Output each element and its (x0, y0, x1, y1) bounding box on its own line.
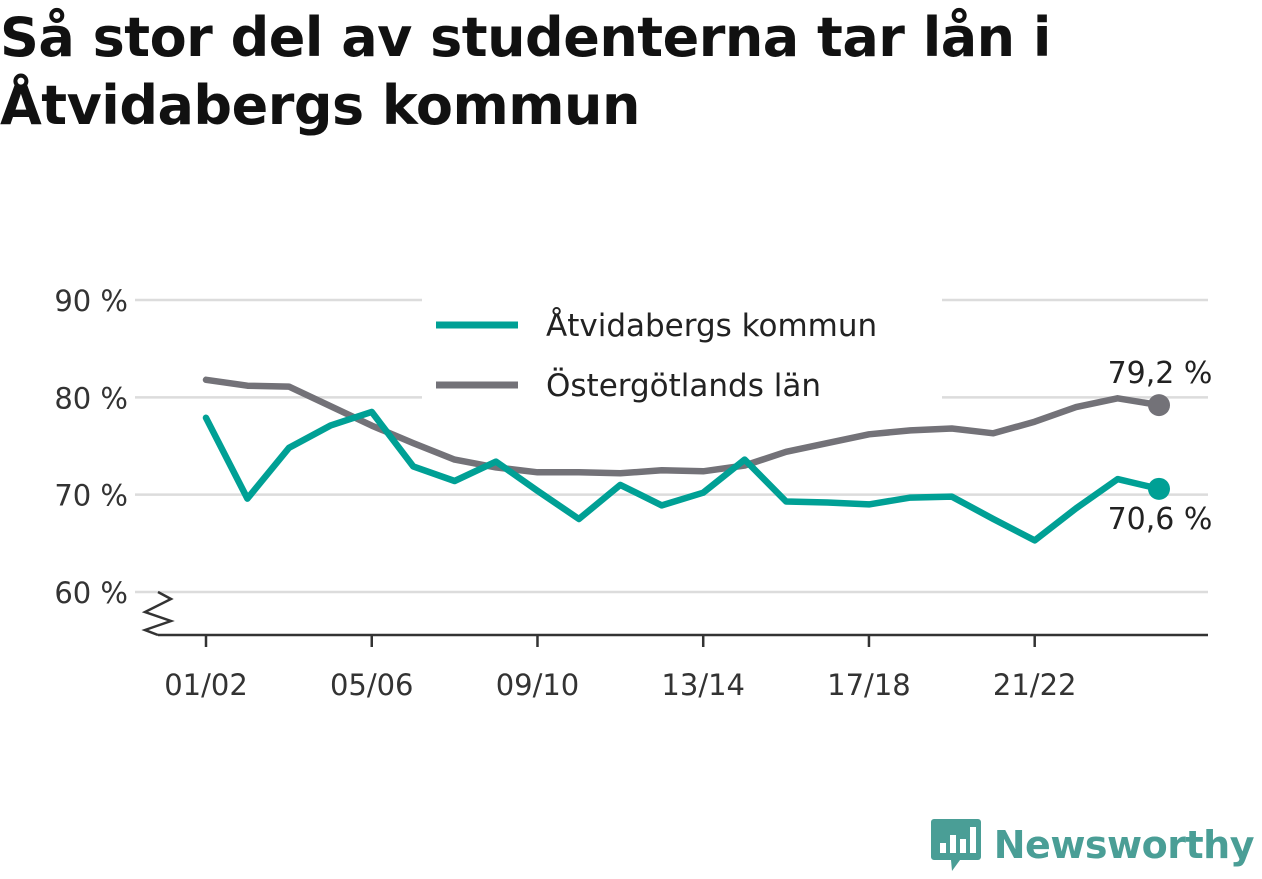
end-value-label: 70,6 % (1108, 502, 1213, 537)
legend-label: Östergötlands län (546, 367, 821, 404)
legend-label: Åtvidabergs kommun (546, 308, 877, 344)
end-point-marker (1148, 477, 1170, 500)
legend: Åtvidabergs kommun Östergötlands län (422, 296, 942, 408)
x-axis: 01/02 05/06 09/10 13/14 17/18 21/22 (158, 633, 1208, 702)
brand-name: Newsworthy (993, 823, 1255, 867)
chart-title: Så stor del av studenterna tar lån i Åtv… (0, 6, 1051, 137)
y-tick-label: 60 % (54, 576, 128, 610)
x-tick-label: 01/02 (164, 668, 248, 702)
series-line (202, 408, 1163, 544)
x-tick-label: 05/06 (330, 668, 414, 702)
y-tick-label: 70 % (54, 479, 128, 513)
x-tick-label: 13/14 (661, 668, 745, 702)
y-tick-label: 80 % (54, 381, 128, 415)
end-point-marker (1148, 394, 1170, 417)
end-points: 70,6 % 79,2 % (1108, 356, 1213, 537)
series-line (202, 376, 1163, 477)
x-tick-label: 09/10 (496, 668, 580, 702)
series-lines (202, 376, 1163, 544)
brand: Newsworthy (930, 817, 1255, 873)
newsworthy-logo-icon (930, 819, 981, 871)
y-tick-label: 90 % (54, 284, 128, 318)
end-value-label: 79,2 % (1108, 356, 1213, 391)
legend-background (422, 296, 942, 408)
x-tick-label: 17/18 (827, 668, 911, 702)
x-tick-label: 21/22 (993, 668, 1077, 702)
y-axis: 90 % 80 % 70 % 60 % (54, 284, 175, 637)
axis-break-mark (141, 590, 175, 637)
